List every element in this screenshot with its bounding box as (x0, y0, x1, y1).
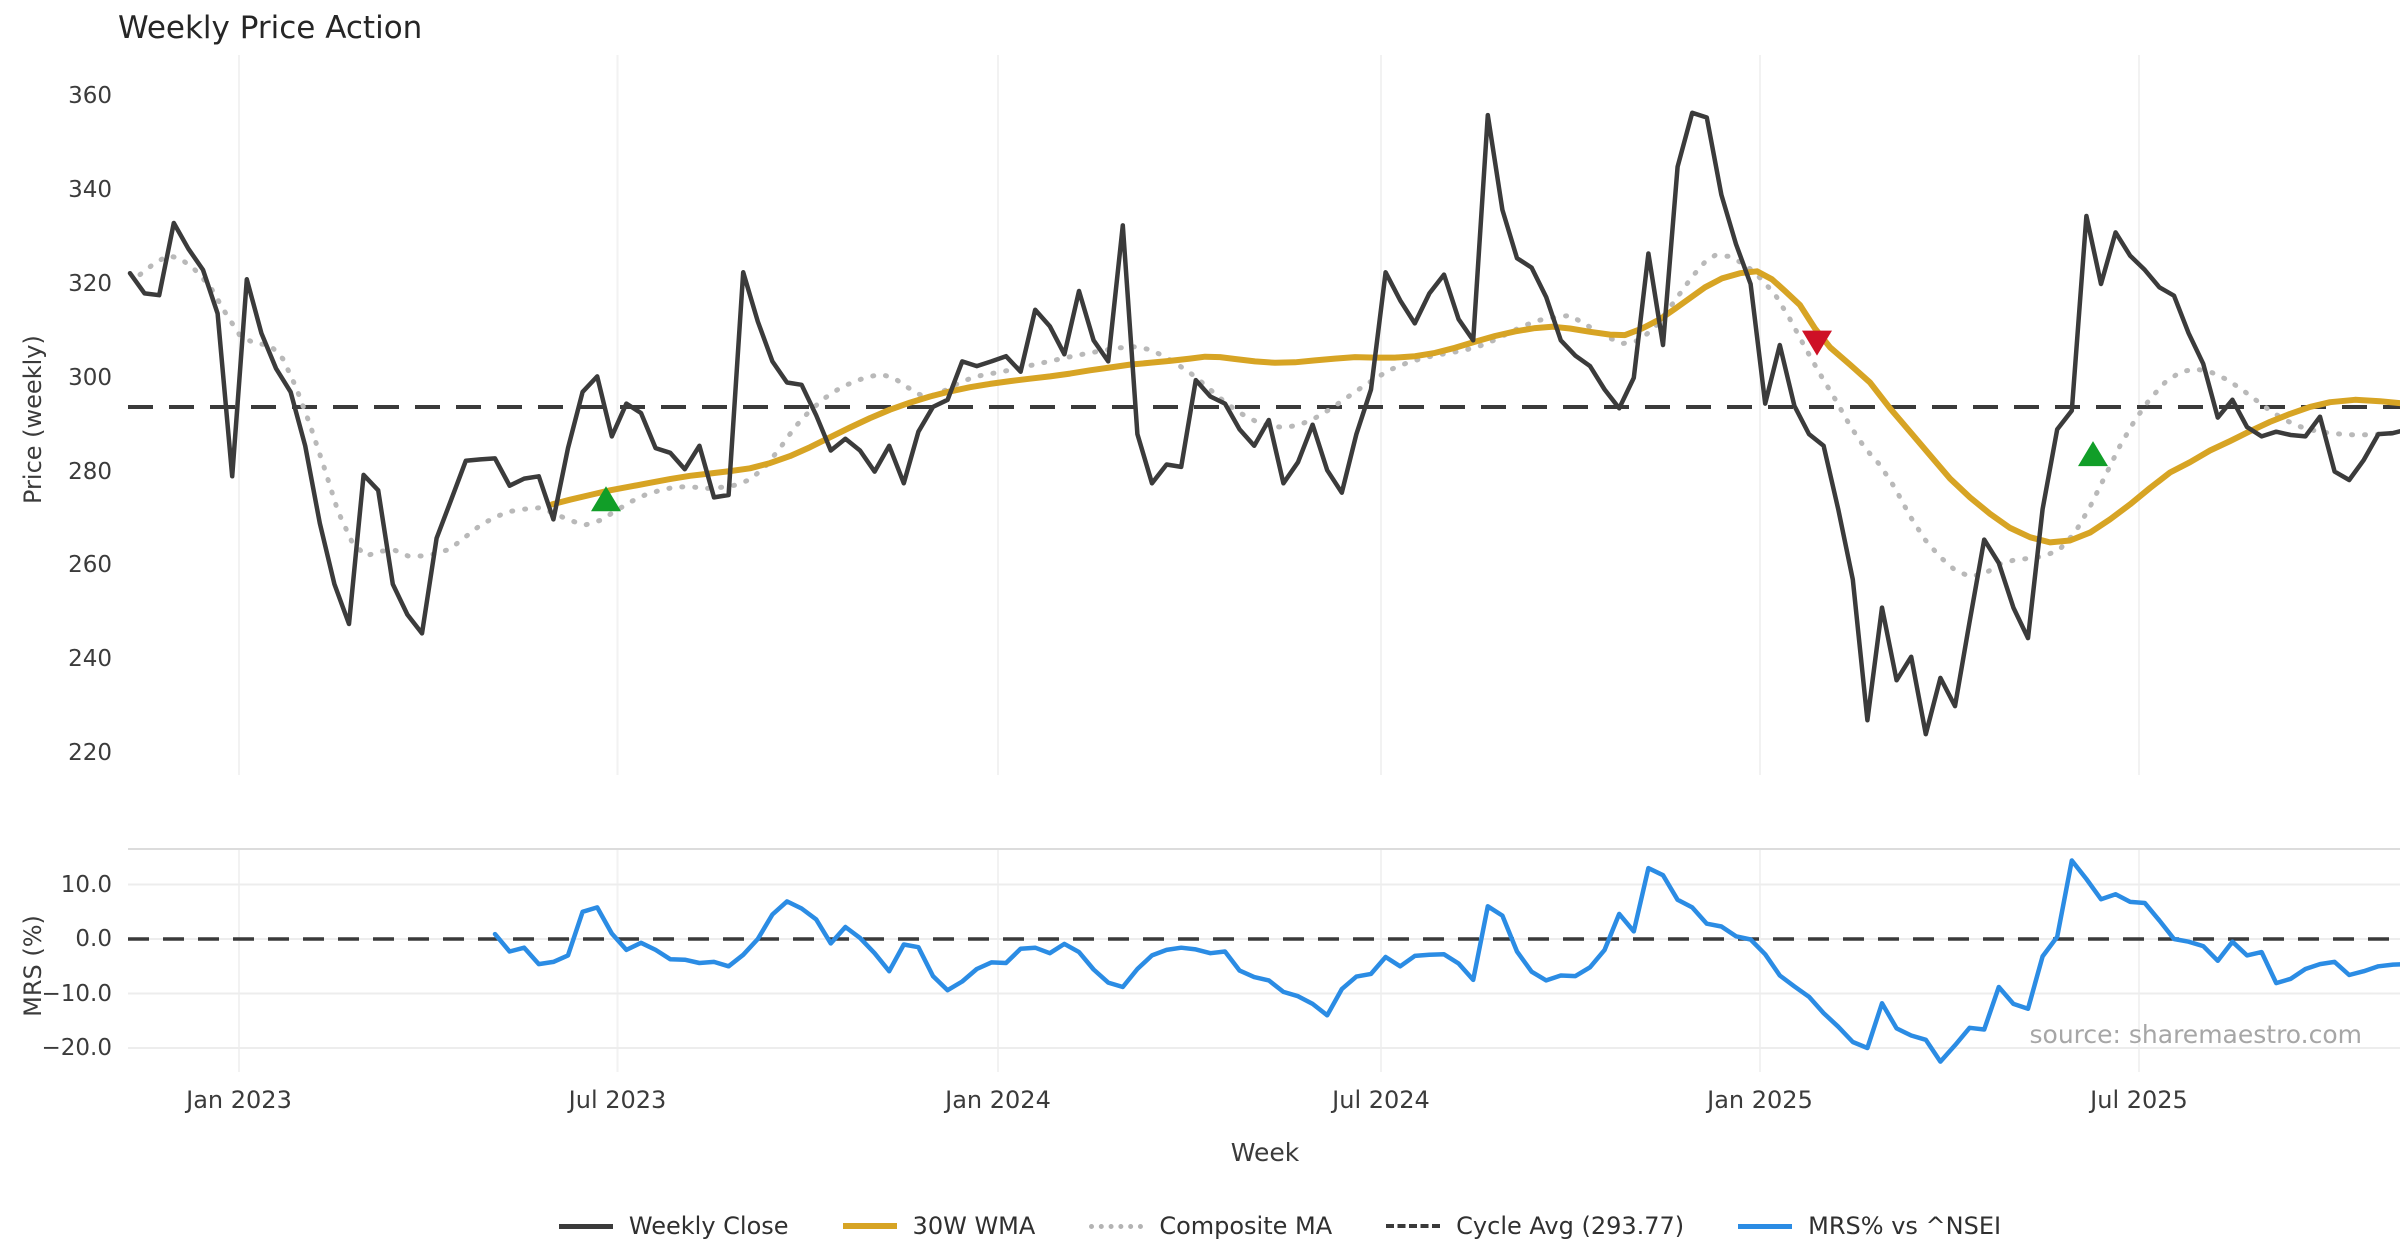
legend-label: Composite MA (1159, 1212, 1333, 1240)
legend-item-weekly-close: Weekly Close (558, 1212, 789, 1240)
x-tick-label: Jul 2024 (1332, 1086, 1430, 1114)
buy-signal-marker (591, 486, 621, 512)
price-tick-label: 220 (68, 739, 112, 766)
x-tick-label: Jul 2023 (568, 1086, 667, 1114)
legend-item-wma: 30W WMA (842, 1212, 1036, 1240)
legend-label: Cycle Avg (293.77) (1456, 1212, 1685, 1240)
source-note: source: sharemaestro.com (2029, 1020, 2363, 1049)
composite-swatch-icon (1089, 1223, 1144, 1229)
mrs-tick-label: −20.0 (41, 1035, 112, 1061)
legend-label: MRS% vs ^NSEI (1808, 1212, 2002, 1240)
mrs-tick-label: 10.0 (60, 871, 112, 898)
chart-title: Weekly Price Action (118, 10, 423, 46)
price-tick-label: 320 (68, 270, 112, 297)
x-tick-label: Jan 2023 (186, 1086, 292, 1114)
cycle-avg-swatch-icon (1386, 1224, 1441, 1228)
price-tick-label: 240 (68, 646, 112, 673)
legend-item-mrs: MRS% vs ^NSEI (1738, 1212, 2001, 1240)
wma-30w-line (549, 268, 2400, 546)
price-tick-label: 360 (68, 83, 112, 110)
legend-item-cycle-avg: Cycle Avg (293.77) (1386, 1212, 1684, 1240)
weekly-close-swatch-icon (558, 1223, 613, 1229)
legend-label: 30W WMA (912, 1212, 1036, 1240)
composite-ma-line (137, 252, 2400, 580)
x-tick-label: Jul 2025 (2090, 1086, 2188, 1114)
legend-item-composite: Composite MA (1089, 1212, 1332, 1240)
sell-signal-marker (1802, 330, 1832, 356)
x-tick-label: Jan 2025 (1707, 1086, 1813, 1114)
mrs-tick-label: 0.0 (75, 926, 112, 952)
mrs-line (492, 858, 2400, 1064)
weekly-close-line (127, 110, 2400, 737)
legend: Weekly Close 30W WMA Composite MA Cycle … (80, 1212, 2400, 1240)
legend-label: Weekly Close (628, 1212, 789, 1240)
price-tick-label: 280 (68, 458, 112, 485)
buy-signal-marker (2078, 441, 2108, 467)
x-tick-label: Jan 2024 (945, 1086, 1051, 1114)
price-tick-label: 260 (68, 552, 112, 579)
mrs-tick-label: −10.0 (41, 980, 112, 1007)
mrs-swatch-icon (1738, 1223, 1793, 1229)
price-tick-label: 300 (68, 364, 112, 391)
x-axis-label: Week (1230, 1138, 1300, 1167)
wma-swatch-icon (842, 1223, 897, 1229)
price-tick-label: 340 (68, 177, 112, 204)
